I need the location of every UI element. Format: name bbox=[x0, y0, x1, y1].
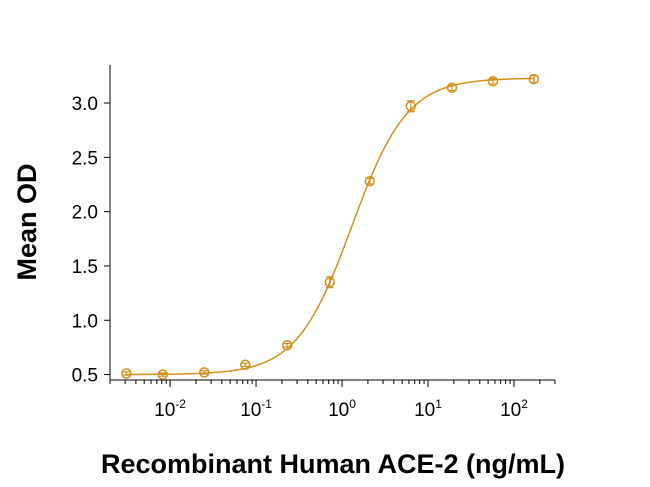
data-point bbox=[199, 367, 210, 378]
y-tick-label: 1.0 bbox=[72, 311, 98, 332]
data-marker bbox=[446, 82, 458, 94]
data-marker bbox=[487, 76, 499, 87]
x-tick-label: 10-2 bbox=[154, 397, 186, 421]
data-points bbox=[121, 73, 540, 380]
plot-axes bbox=[109, 65, 555, 381]
x-axis-title: Recombinant Human ACE-2 (ng/mL) bbox=[101, 449, 565, 479]
data-point bbox=[528, 73, 540, 85]
data-marker bbox=[240, 359, 251, 371]
y-axis-title: Mean OD bbox=[12, 163, 42, 280]
data-marker bbox=[528, 73, 540, 85]
data-marker bbox=[157, 369, 168, 380]
data-point bbox=[446, 82, 458, 94]
fit-curve bbox=[126, 77, 534, 376]
data-point bbox=[281, 339, 293, 351]
data-point bbox=[240, 359, 251, 371]
data-point bbox=[487, 76, 499, 87]
data-point bbox=[364, 175, 375, 187]
data-marker bbox=[281, 339, 293, 351]
y-tick-label: 1.5 bbox=[72, 257, 98, 278]
data-marker bbox=[405, 101, 417, 112]
data-marker bbox=[364, 175, 375, 187]
x-tick-label: 102 bbox=[500, 397, 528, 421]
data-point bbox=[324, 276, 336, 289]
y-tick-label: 2.0 bbox=[72, 203, 98, 224]
data-point bbox=[405, 100, 417, 113]
data-marker bbox=[199, 367, 210, 378]
x-tick-label: 10-1 bbox=[240, 397, 272, 421]
data-marker bbox=[121, 368, 132, 379]
y-ticks: 0.5 1.0 1.5 2.0 2.5 3.0 bbox=[72, 94, 110, 387]
data-marker bbox=[324, 276, 336, 288]
x-tick-label: 100 bbox=[328, 397, 356, 421]
x-ticks: 10-2 10-1 100 101 102 bbox=[109, 380, 556, 421]
data-point bbox=[157, 369, 168, 380]
y-tick-label: 0.5 bbox=[72, 366, 98, 387]
y-tick-label: 3.0 bbox=[72, 94, 98, 115]
y-tick-label: 2.5 bbox=[72, 148, 98, 169]
data-point bbox=[121, 368, 132, 379]
x-tick-label: 101 bbox=[414, 397, 442, 421]
